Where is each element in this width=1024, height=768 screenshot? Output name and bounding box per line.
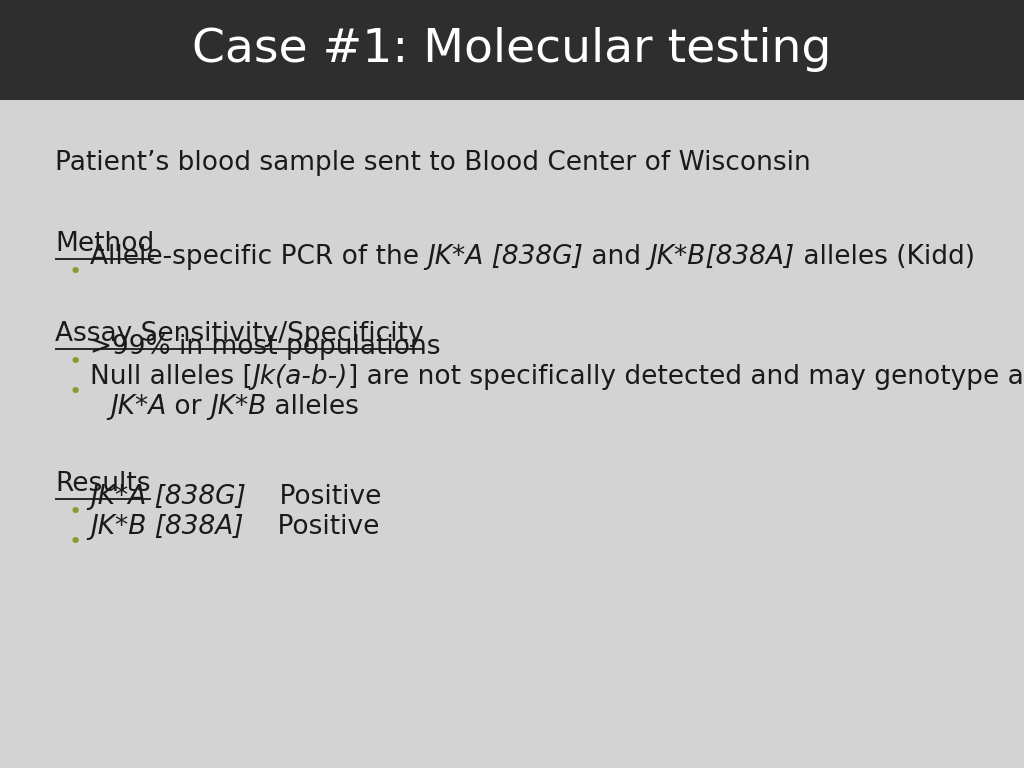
Text: and: and [584, 244, 649, 270]
Text: alleles (Kidd): alleles (Kidd) [795, 244, 975, 270]
Text: JK*B [838A]: JK*B [838A] [90, 515, 244, 541]
Text: JK*B: JK*B [210, 394, 266, 420]
Text: JK*A [838G]: JK*A [838G] [427, 244, 584, 270]
Text: JK*A: JK*A [110, 394, 166, 420]
Text: Assay Sensitivity/Specificity: Assay Sensitivity/Specificity [55, 321, 424, 346]
Text: Patient’s blood sample sent to Blood Center of Wisconsin: Patient’s blood sample sent to Blood Cen… [55, 150, 811, 176]
Text: ] are not specifically detected and may genotype as: ] are not specifically detected and may … [348, 364, 1024, 390]
Text: •: • [69, 382, 82, 402]
Text: •: • [69, 353, 82, 372]
Text: >99% in most populations: >99% in most populations [90, 334, 440, 360]
Bar [0, 0, 1024, 100]
Text: Method: Method [55, 230, 155, 257]
Text: Positive: Positive [244, 515, 379, 541]
Text: Positive: Positive [246, 485, 381, 510]
Text: •: • [69, 502, 82, 522]
Text: Allele-specific PCR of the: Allele-specific PCR of the [90, 244, 427, 270]
Text: JK*B[838A]: JK*B[838A] [649, 244, 795, 270]
Text: JK*A [838G]: JK*A [838G] [90, 485, 246, 510]
Text: Results: Results [55, 471, 151, 497]
Text: Jk(a-b-): Jk(a-b-) [253, 364, 348, 390]
Text: •: • [69, 532, 82, 552]
Text: •: • [69, 262, 82, 282]
Text: Case #1: Molecular testing: Case #1: Molecular testing [193, 28, 831, 72]
Text: Null alleles [: Null alleles [ [90, 364, 253, 390]
Text: alleles: alleles [266, 394, 359, 420]
Text: or: or [166, 394, 210, 420]
